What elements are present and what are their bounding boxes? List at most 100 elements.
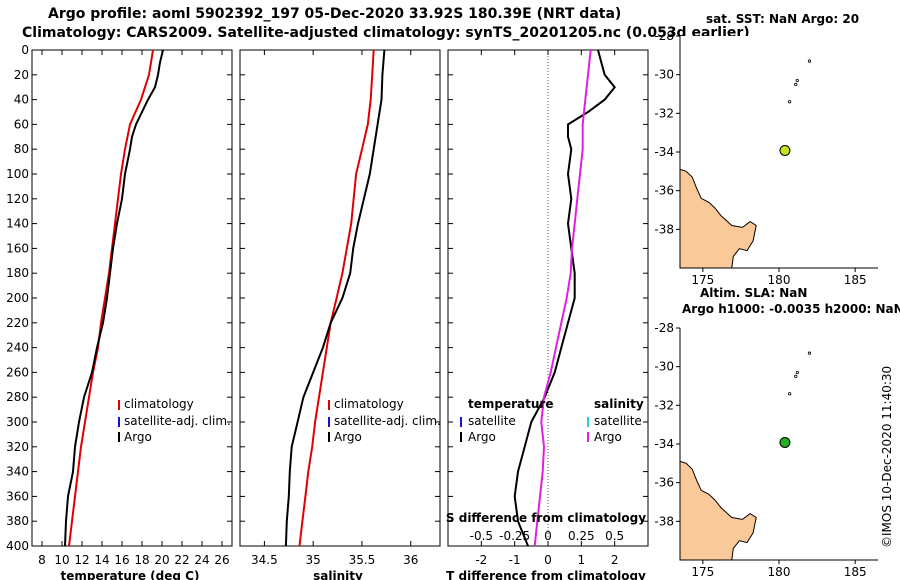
x-tick-label: 26	[214, 553, 229, 567]
lon-tick-label: 180	[768, 273, 791, 287]
series-line-argo	[64, 49, 164, 547]
island	[795, 78, 799, 83]
y-tick-label: 360	[6, 489, 29, 503]
legend-label: Argo	[594, 430, 622, 444]
y-tick-label: 80	[14, 142, 29, 156]
legend-label: Argo	[468, 430, 496, 444]
lat-tick-label: -28	[654, 29, 674, 43]
temperature-legend: climatology satellite-adj. clim. Argo	[118, 397, 231, 444]
difference-xlabel: T difference from climatology	[446, 569, 646, 580]
legend-label: satellite	[594, 414, 642, 428]
lat-tick-label: -36	[654, 476, 674, 490]
timestamp-stamp: ©IMOS 10-Dec-2020 11:40:30	[880, 365, 894, 548]
x-tick-label: 35.5	[349, 553, 376, 567]
lat-tick-label: -36	[654, 184, 674, 198]
legend-header-temperature: temperature	[468, 397, 553, 411]
x-tick-label: 24	[194, 553, 209, 567]
legend-label: climatology	[124, 397, 194, 411]
map-bottom-title-1: Altim. SLA: NaN	[700, 286, 807, 300]
series-line-climatology	[68, 49, 154, 547]
temperature-xlabel: temperature (deg C)	[61, 569, 200, 580]
series-line-salinity-argo	[533, 49, 592, 547]
map-top: sat. SST: NaN Argo: 20 -28 -30 -32 -34 -36 -3…	[654, 12, 878, 287]
lat-tick-label: -38	[654, 222, 674, 236]
lon-tick-label: 175	[691, 565, 714, 579]
x-tick-label: 36	[403, 553, 418, 567]
temperature-panel: 0 20 40 60 80 100 120 140 160 180 200 220 240 260 280 3…	[6, 43, 233, 580]
y-tick-label: 40	[14, 93, 29, 107]
x-top-tick-label: 0.25	[568, 529, 595, 543]
x-tick-label: -2	[475, 553, 487, 567]
y-tick-label: 280	[6, 390, 29, 404]
lat-tick-label: -28	[654, 321, 674, 335]
x-tick-label: 0	[544, 553, 552, 567]
x-tick-label: -1	[509, 553, 521, 567]
temperature-axes-box	[31, 49, 233, 547]
x-tick-label: 2	[611, 553, 619, 567]
salinity-xlabel: salinity	[313, 569, 363, 580]
x-tick-label: 22	[174, 553, 189, 567]
y-tick-label: 260	[6, 365, 29, 379]
lat-tick-label: -34	[654, 437, 674, 451]
salinity-axes-box	[239, 49, 441, 547]
x-top-tick-label: -0.5	[470, 529, 493, 543]
lat-tick-label: -32	[654, 398, 674, 412]
map-bottom: Altim. SLA: NaN Argo h1000: -0.0035 h200…	[654, 286, 900, 579]
lat-tick-label: -30	[654, 360, 674, 374]
island	[794, 82, 798, 86]
legend-label: satellite-adj. clim.	[334, 414, 441, 428]
x-tick-label: 35	[306, 553, 321, 567]
lon-tick-label: 185	[844, 273, 867, 287]
map-bottom-title-2: Argo h1000: -0.0035 h2000: NaN	[682, 302, 900, 316]
y-tick-label: 160	[6, 241, 29, 255]
y-tick-label: 20	[14, 68, 29, 82]
series-line-argo	[284, 49, 386, 547]
island	[807, 59, 812, 63]
legend-label: Argo	[124, 430, 152, 444]
map-top-title: sat. SST: NaN Argo: 20	[706, 12, 859, 26]
legend-label: climatology	[334, 397, 404, 411]
y-tick-label: 200	[6, 291, 29, 305]
y-tick-label: 220	[6, 316, 29, 330]
salinity-legend: climatology satellite-adj. clim. Argo	[328, 397, 441, 444]
legend-header-salinity: salinity	[594, 397, 644, 411]
coastline-new-zealand	[679, 168, 757, 269]
y-tick-label: 180	[6, 266, 29, 280]
argo-position-marker	[779, 436, 791, 448]
legend-label: Argo	[334, 430, 362, 444]
x-tick-label: 34.5	[251, 553, 278, 567]
difference-axes-box	[447, 49, 649, 547]
difference-legend: temperature salinity satellite Argo sate…	[460, 397, 644, 444]
lat-tick-label: -34	[654, 145, 674, 159]
series-line-climatology	[298, 49, 375, 547]
legend-label: satellite	[468, 414, 516, 428]
plot-title-line-1: Argo profile: aoml 5902392_197 05-Dec-20…	[48, 6, 622, 22]
island	[794, 374, 798, 378]
y-tick-label: 340	[6, 465, 29, 479]
island	[795, 370, 799, 375]
lon-tick-label: 180	[768, 565, 791, 579]
lat-tick-label: -30	[654, 68, 674, 82]
y-tick-label: 0	[21, 43, 29, 57]
y-tick-label: 320	[6, 440, 29, 454]
x-tick-label: 10	[54, 553, 69, 567]
y-tick-label: 140	[6, 217, 29, 231]
x-tick-label: 14	[94, 553, 109, 567]
y-tick-label: 380	[6, 514, 29, 528]
legend-label: satellite-adj. clim.	[124, 414, 231, 428]
x-tick-label: 12	[74, 553, 89, 567]
y-tick-label: 60	[14, 117, 29, 131]
x-top-tick-label: 0.5	[605, 529, 624, 543]
argo-position-marker	[779, 144, 791, 156]
coastline-new-zealand	[679, 460, 757, 561]
lon-tick-label: 175	[691, 273, 714, 287]
salinity-panel: 34.5 35 35.5 36 salinity climatology satell…	[239, 49, 441, 580]
x-tick-label: 18	[134, 553, 149, 567]
y-tick-label: 400	[6, 539, 29, 553]
y-tick-label: 240	[6, 341, 29, 355]
x-tick-label: 1	[578, 553, 586, 567]
island	[788, 100, 792, 104]
difference-xlabel-top: S difference from climatology	[446, 511, 646, 525]
y-tick-label: 100	[6, 167, 29, 181]
